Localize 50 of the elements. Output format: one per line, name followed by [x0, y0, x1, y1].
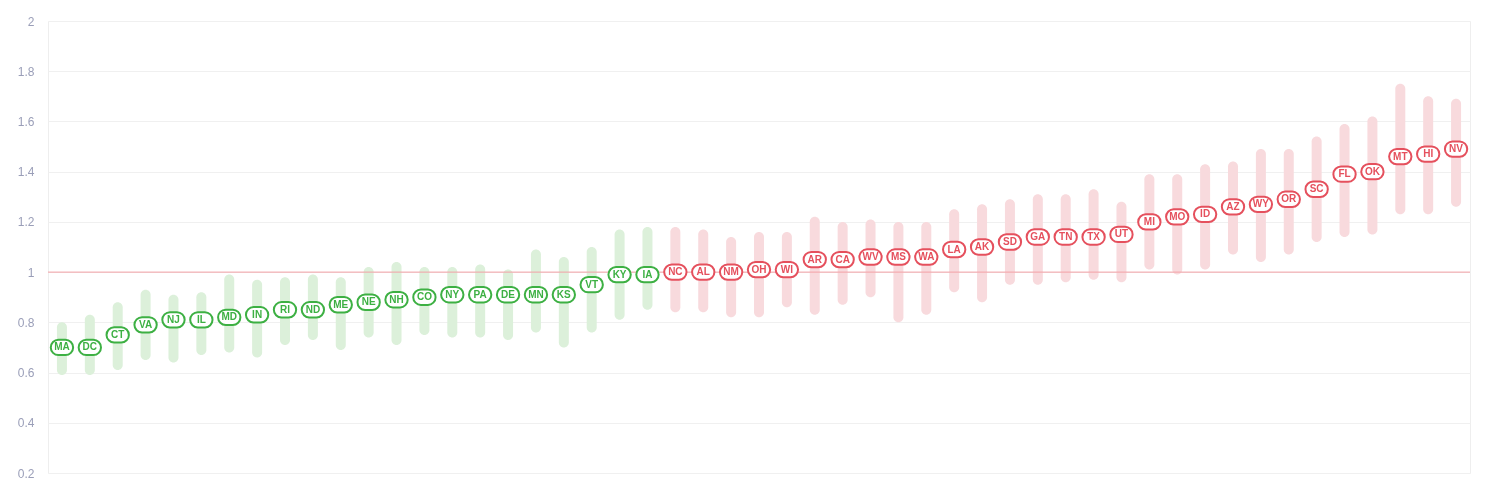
y-tick-label: 0.4: [17, 416, 35, 431]
data-label: GA: [1030, 230, 1046, 242]
data-label: CA: [835, 253, 850, 265]
y-tick-label: 2: [27, 14, 35, 29]
y-tick-label: 1.2: [17, 215, 35, 230]
y-tick-label: 0.8: [17, 315, 35, 330]
data-label: WV: [862, 251, 879, 263]
data-label: NC: [668, 266, 683, 278]
y-tick-label: 1.6: [17, 114, 35, 129]
data-label: LA: [947, 243, 961, 255]
y-tick-label: 1: [27, 265, 35, 280]
y-tick-label: 0.2: [17, 466, 35, 481]
data-label: MS: [890, 251, 907, 263]
data-label: MI: [1143, 215, 1156, 227]
data-label: VA: [139, 318, 153, 330]
data-label: TN: [1059, 230, 1073, 242]
data-label: KY: [612, 268, 627, 280]
data-label: PA: [473, 288, 487, 300]
data-label: FL: [1338, 168, 1351, 180]
data-label: CO: [416, 291, 433, 303]
data-label: CT: [111, 328, 125, 340]
data-label: NY: [445, 288, 460, 300]
data-label: OR: [1281, 193, 1298, 205]
data-label: MT: [1393, 150, 1408, 162]
data-label: MO: [1169, 210, 1186, 222]
data-label: OH: [751, 263, 767, 275]
data-label: WI: [780, 263, 794, 275]
data-label: DC: [82, 341, 98, 353]
data-label: NH: [389, 293, 404, 305]
data-label: MD: [221, 311, 238, 323]
data-label: IA: [642, 268, 653, 280]
data-label: WA: [918, 251, 935, 263]
y-tick-label: 1.4: [17, 165, 35, 180]
data-label: IL: [196, 313, 206, 325]
data-label: NE: [361, 296, 376, 308]
data-label: AR: [807, 253, 823, 265]
y-tick-label: 0.6: [17, 366, 35, 381]
data-label: MA: [54, 341, 70, 353]
data-label: OK: [1364, 165, 1381, 177]
data-label: TX: [1087, 230, 1101, 242]
data-label: ME: [333, 298, 349, 310]
data-label: SC: [1309, 183, 1324, 195]
y-tick-label: 1.8: [17, 64, 35, 79]
data-label: VT: [585, 278, 599, 290]
data-label: AL: [696, 266, 710, 278]
data-label: ID: [1200, 208, 1211, 220]
data-label: NJ: [167, 313, 180, 325]
data-label: UT: [1114, 228, 1129, 240]
data-label: HI: [1423, 148, 1434, 160]
data-label: KS: [556, 288, 572, 300]
